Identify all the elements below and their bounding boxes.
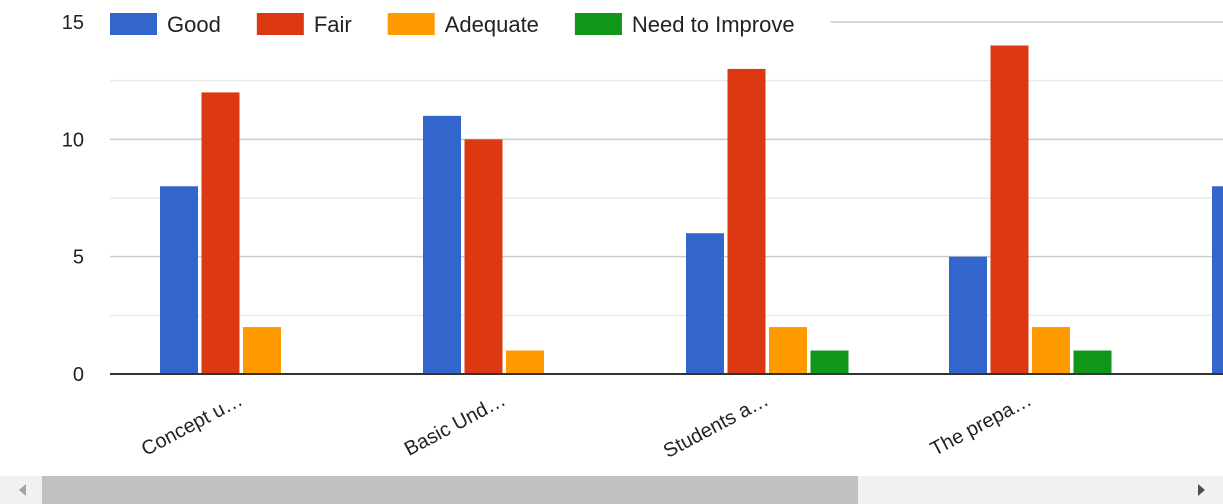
y-tick-label: 0 [73, 364, 84, 386]
category-label: Concept u… [138, 389, 246, 461]
category-label: Basic Und… [401, 389, 509, 461]
y-tick-label: 15 [62, 12, 84, 34]
legend-label: Fair [314, 12, 352, 37]
category-label: The prepa… [927, 389, 1035, 461]
bar-need-to-improve[interactable] [810, 350, 849, 374]
legend-swatch [256, 13, 304, 35]
legend-swatch [110, 13, 157, 35]
bar-good[interactable] [686, 233, 724, 374]
y-tick-label: 5 [73, 247, 84, 269]
scrollbar-thumb[interactable] [42, 476, 858, 504]
horizontal-scrollbar[interactable] [0, 476, 1223, 504]
bar-adequate[interactable] [769, 327, 807, 374]
legend-label: Good [167, 12, 221, 37]
bar-good[interactable] [160, 186, 198, 374]
legend-background [104, 10, 831, 40]
bar-adequate[interactable] [243, 327, 281, 374]
bar-chart: 0 5 10 15 Concept u… Basic Und… Students a… Th… [62, 10, 1223, 463]
bar-fair[interactable] [201, 92, 240, 375]
bar-fair[interactable] [990, 45, 1029, 374]
category-label: Students a… [660, 389, 772, 463]
bars [160, 45, 1223, 375]
bar-fair[interactable] [727, 68, 766, 374]
chevron-right-icon[interactable] [1187, 476, 1215, 504]
legend-label: Need to Improve [632, 12, 795, 37]
legend-label: Adequate [445, 12, 539, 37]
bar-adequate[interactable] [506, 350, 544, 374]
bar-good[interactable] [1212, 186, 1223, 374]
y-axis-ticks: 0 5 10 15 [62, 12, 84, 386]
chevron-left-icon[interactable] [8, 476, 36, 504]
legend-swatch [387, 13, 435, 35]
bar-good[interactable] [949, 256, 987, 374]
bar-good[interactable] [423, 115, 461, 374]
bar-need-to-improve[interactable] [1073, 350, 1112, 374]
bar-adequate[interactable] [1032, 327, 1070, 374]
legend: Good Fair Adequate Need to Improve [104, 10, 831, 40]
y-tick-label: 10 [62, 129, 84, 151]
legend-swatch [574, 13, 622, 35]
x-axis-category-labels: Concept u… Basic Und… Students a… The prepa… [138, 389, 1035, 463]
gridlines [110, 21, 1223, 317]
bar-fair[interactable] [464, 139, 503, 374]
